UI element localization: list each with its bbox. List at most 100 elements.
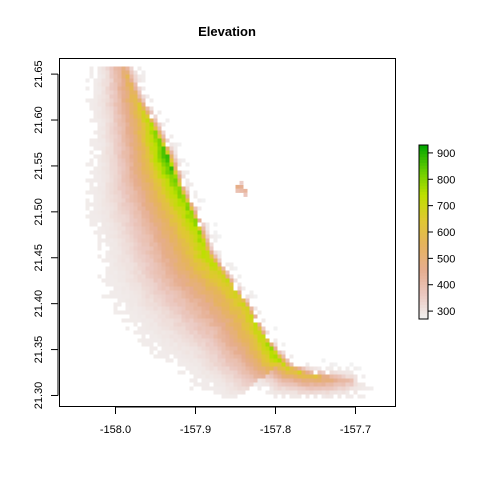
elevation-cell [161, 234, 166, 239]
elevation-cell [133, 302, 138, 307]
elevation-cell [185, 198, 190, 203]
elevation-cell [293, 386, 298, 391]
elevation-cell [165, 330, 170, 335]
elevation-cell [245, 386, 250, 391]
elevation-cell [161, 198, 166, 203]
elevation-cell [317, 370, 322, 375]
elevation-cell [165, 150, 170, 155]
elevation-cell [181, 222, 186, 227]
elevation-cell [145, 114, 150, 119]
elevation-cell [245, 374, 250, 379]
elevation-cell [149, 170, 154, 175]
elevation-cell [241, 350, 246, 355]
elevation-cell [237, 302, 242, 307]
elevation-cell [129, 102, 134, 107]
elevation-cell [213, 382, 218, 387]
elevation-cell [105, 206, 110, 211]
elevation-cell [345, 366, 350, 371]
elevation-cell [229, 390, 234, 395]
elevation-cell [245, 358, 250, 363]
elevation-cell [243, 192, 248, 197]
elevation-cell [201, 258, 206, 263]
colorbar-swatch [419, 145, 428, 149]
elevation-cell [149, 282, 154, 287]
elevation-cell [113, 218, 118, 223]
elevation-cell [129, 262, 134, 267]
elevation-cell [197, 338, 202, 343]
elevation-cell [213, 222, 218, 227]
elevation-cell [157, 334, 162, 339]
elevation-cell [105, 78, 110, 83]
elevation-cell [261, 374, 266, 379]
elevation-cell [189, 274, 194, 279]
elevation-cell [181, 318, 186, 323]
elevation-cell [149, 146, 154, 151]
elevation-cell [153, 226, 158, 231]
elevation-cell [309, 378, 314, 383]
colorbar-swatch [419, 211, 428, 216]
elevation-cell [117, 142, 122, 147]
elevation-cell [189, 262, 194, 267]
elevation-cell [121, 218, 126, 223]
elevation-cell [157, 326, 162, 331]
elevation-cell [265, 350, 270, 355]
elevation-cell [317, 378, 322, 383]
elevation-cell [241, 318, 246, 323]
elevation-cell [353, 374, 358, 379]
elevation-cell [169, 298, 174, 303]
elevation-cell [153, 318, 158, 323]
elevation-cell [153, 146, 158, 151]
elevation-cell [125, 154, 130, 159]
elevation-cell [133, 150, 138, 155]
elevation-cell [109, 250, 114, 255]
elevation-cell [105, 94, 110, 99]
elevation-cell [233, 338, 238, 343]
elevation-cell [133, 118, 138, 123]
elevation-cell [117, 98, 122, 103]
elevation-cell [157, 262, 162, 267]
elevation-cell [145, 234, 150, 239]
elevation-cell [361, 386, 366, 391]
colorbar-swatch [419, 168, 428, 172]
elevation-cell [153, 326, 158, 331]
elevation-cell [113, 290, 118, 295]
elevation-cell [149, 126, 154, 131]
elevation-cell [109, 126, 114, 131]
elevation-cell [153, 238, 158, 243]
elevation-cell [129, 258, 134, 263]
colorbar-swatch [419, 313, 428, 317]
elevation-cell [177, 214, 182, 219]
elevation-cell [165, 346, 170, 351]
elevation-cell [169, 326, 174, 331]
elevation-cell [341, 370, 346, 375]
elevation-cell [253, 374, 258, 379]
elevation-cell [181, 322, 186, 327]
elevation-cell [165, 206, 170, 211]
elevation-cell [209, 298, 214, 303]
elevation-cell [189, 246, 194, 251]
elevation-cell [325, 386, 330, 391]
elevation-cell [229, 346, 234, 351]
elevation-cell [97, 102, 102, 107]
elevation-cell [257, 330, 262, 335]
elevation-cell [105, 274, 110, 279]
elevation-cell [233, 294, 238, 299]
elevation-cell [289, 382, 294, 387]
elevation-cell [173, 170, 178, 175]
elevation-cell [105, 166, 110, 171]
colorbar-swatch [419, 263, 428, 268]
elevation-cell [149, 202, 154, 207]
elevation-cell [221, 310, 226, 315]
elevation-cell [129, 114, 134, 119]
elevation-cell [185, 350, 190, 355]
elevation-cell [193, 314, 198, 319]
elevation-cell [149, 290, 154, 295]
elevation-cell [269, 366, 274, 371]
elevation-cell [173, 206, 178, 211]
elevation-cell [161, 186, 166, 191]
elevation-cell [145, 174, 150, 179]
elevation-cell [105, 118, 110, 123]
elevation-cell [193, 374, 198, 379]
elevation-cell [173, 246, 178, 251]
elevation-cell [121, 210, 126, 215]
